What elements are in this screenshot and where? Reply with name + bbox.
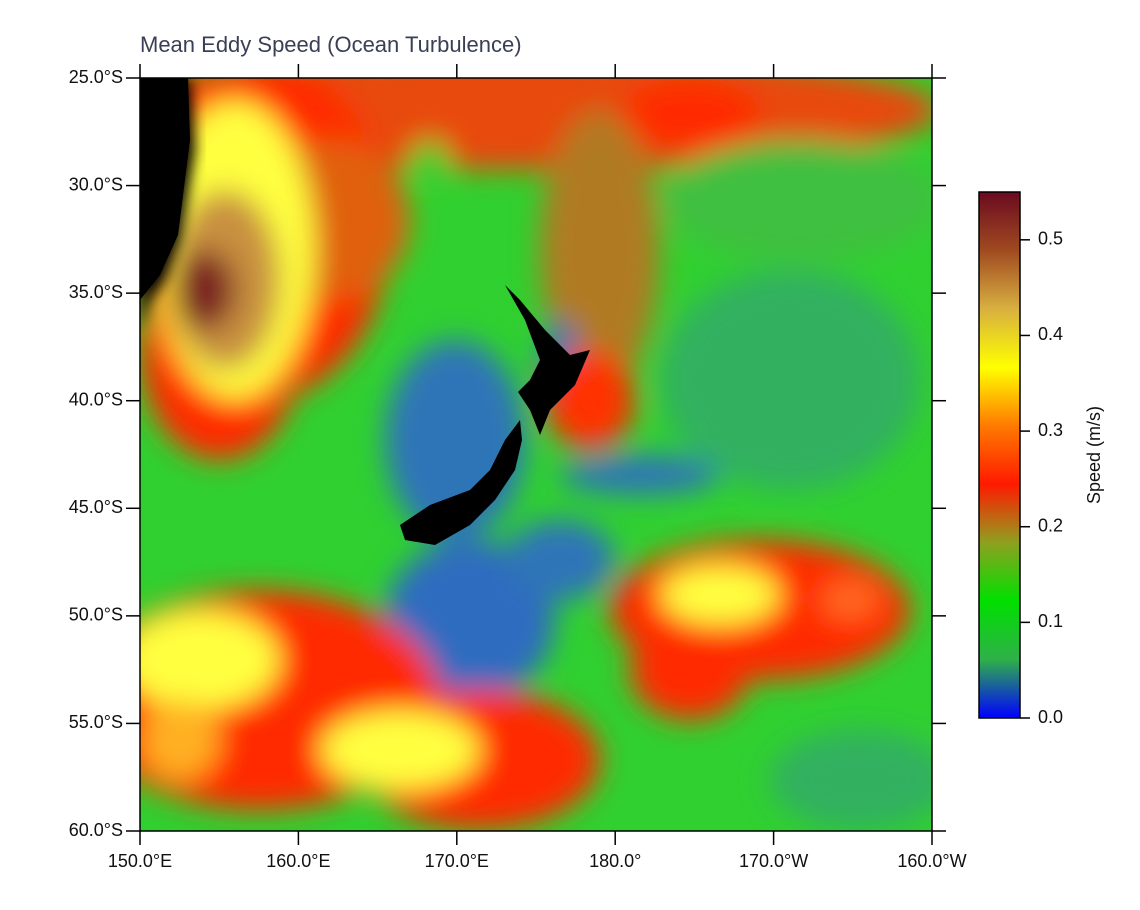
map-title: Mean Eddy Speed (Ocean Turbulence) (140, 32, 522, 57)
speed-field (140, 78, 932, 831)
x-tick-label: 160.0°E (266, 851, 330, 871)
x-tick-label: 180.0° (589, 851, 641, 871)
colorbar-label: Speed (m/s) (1084, 406, 1104, 504)
colorbar-tick-label: 0.1 (1038, 611, 1063, 631)
colorbar-tick-label: 0.5 (1038, 229, 1063, 249)
x-tick-label: 170.0°W (739, 851, 808, 871)
y-tick-label: 30.0°S (69, 174, 123, 194)
colorbar-tick-label: 0.4 (1038, 324, 1063, 344)
x-tick-label: 150.0°E (108, 851, 172, 871)
colorbar-tick-label: 0.2 (1038, 515, 1063, 535)
y-tick-label: 40.0°S (69, 389, 123, 409)
land (400, 420, 522, 545)
x-tick-label: 170.0°E (425, 851, 489, 871)
y-tick-label: 50.0°S (69, 605, 123, 625)
y-tick-label: 45.0°S (69, 497, 123, 517)
x-tick-label: 160.0°W (897, 851, 966, 871)
y-tick-label: 55.0°S (69, 712, 123, 732)
y-tick-label: 25.0°S (69, 67, 123, 87)
y-tick-label: 60.0°S (69, 820, 123, 840)
plot-frame (139, 77, 933, 832)
colorbar (978, 191, 1021, 719)
colorbar-tick-label: 0.0 (1038, 707, 1063, 727)
y-tick-label: 35.0°S (69, 282, 123, 302)
colorbar-tick-label: 0.3 (1038, 420, 1063, 440)
land (505, 285, 590, 435)
